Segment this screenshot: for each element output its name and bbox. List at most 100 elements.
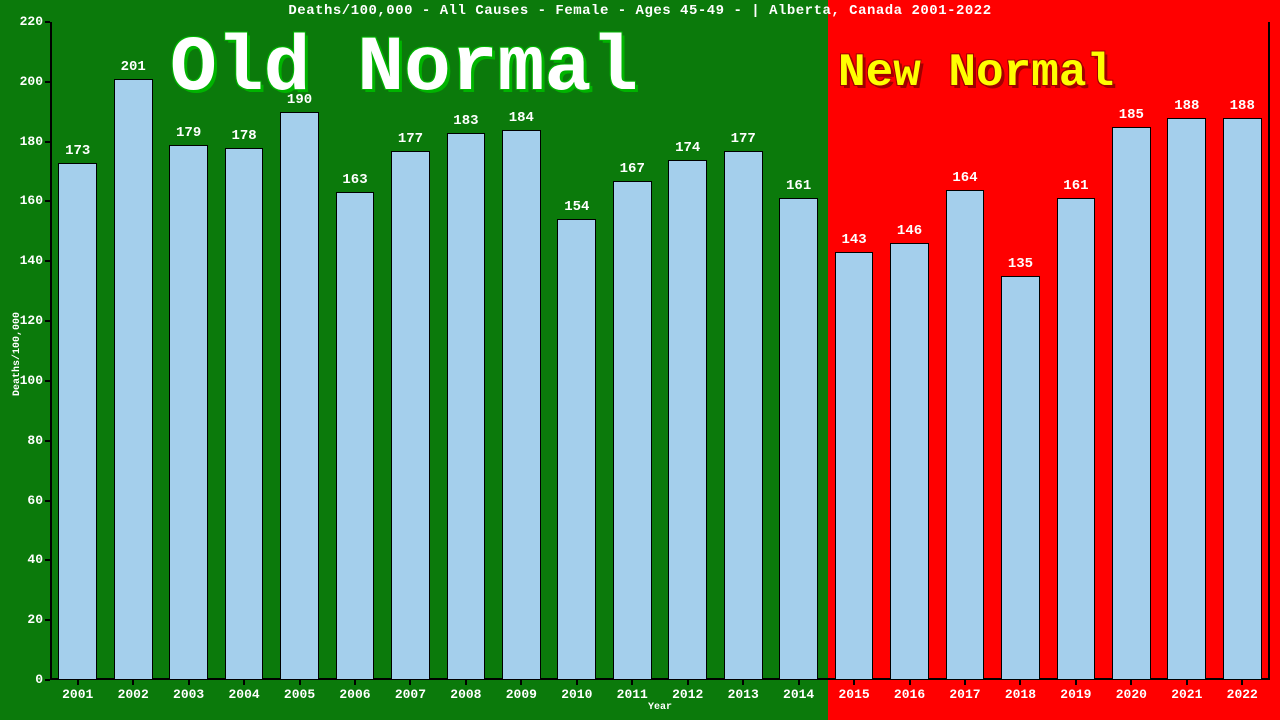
y-tick-mark <box>45 260 50 262</box>
x-tick-label: 2004 <box>216 687 271 702</box>
x-tick-mark <box>742 680 744 685</box>
bar <box>724 151 763 680</box>
x-tick-mark <box>909 680 911 685</box>
y-tick-label: 20 <box>11 612 43 627</box>
x-tick-label: 2019 <box>1048 687 1103 702</box>
x-tick-label: 2013 <box>715 687 770 702</box>
bar <box>1057 198 1096 680</box>
bar-value-label: 143 <box>829 232 879 248</box>
bar-value-label: 135 <box>995 256 1045 272</box>
y-tick-label: 0 <box>11 672 43 687</box>
x-tick-label: 2003 <box>161 687 216 702</box>
bar-value-label: 173 <box>53 143 103 159</box>
x-tick-label: 2020 <box>1104 687 1159 702</box>
y-tick-mark <box>45 81 50 83</box>
x-tick-mark <box>299 680 301 685</box>
bar <box>946 190 985 681</box>
x-tick-label: 2014 <box>771 687 826 702</box>
y-axis-label: Deaths/100,000 <box>12 312 23 396</box>
x-axis-label: Year <box>50 702 1270 713</box>
bar <box>391 151 430 680</box>
x-tick-label: 2009 <box>494 687 549 702</box>
y-tick-mark <box>45 619 50 621</box>
chart-title: Deaths/100,000 - All Causes - Female - A… <box>0 3 1280 19</box>
y-tick-label: 160 <box>11 193 43 208</box>
x-tick-mark <box>243 680 245 685</box>
x-tick-mark <box>1186 680 1188 685</box>
y-tick-label: 180 <box>11 134 43 149</box>
x-tick-label: 2006 <box>327 687 382 702</box>
bar-value-label: 185 <box>1106 107 1156 123</box>
x-tick-mark <box>132 680 134 685</box>
y-tick-label: 80 <box>11 433 43 448</box>
y-tick-label: 140 <box>11 253 43 268</box>
bar <box>336 192 375 680</box>
bar <box>613 181 652 680</box>
bar-value-label: 164 <box>940 170 990 186</box>
x-tick-label: 2007 <box>383 687 438 702</box>
bar <box>1223 118 1262 680</box>
bar-value-label: 161 <box>1051 178 1101 194</box>
bar-value-label: 146 <box>885 223 935 239</box>
bar <box>169 145 208 680</box>
x-tick-label: 2021 <box>1159 687 1214 702</box>
x-tick-mark <box>687 680 689 685</box>
bar <box>668 160 707 680</box>
bar-value-label: 188 <box>1162 98 1212 114</box>
x-tick-mark <box>465 680 467 685</box>
x-tick-label: 2015 <box>826 687 881 702</box>
x-tick-label: 2011 <box>605 687 660 702</box>
x-tick-label: 2005 <box>272 687 327 702</box>
x-tick-label: 2008 <box>438 687 493 702</box>
y-tick-label: 40 <box>11 552 43 567</box>
bar-value-label: 174 <box>663 140 713 156</box>
y-tick-label: 200 <box>11 74 43 89</box>
y-tick-mark <box>45 21 50 23</box>
x-tick-mark <box>1241 680 1243 685</box>
y-tick-mark <box>45 679 50 681</box>
bar <box>835 252 874 680</box>
x-tick-label: 2001 <box>50 687 105 702</box>
chart-stage: Deaths/100,000 - All Causes - Female - A… <box>0 0 1280 720</box>
bar-value-label: 183 <box>441 113 491 129</box>
x-tick-label: 2017 <box>937 687 992 702</box>
x-tick-mark <box>853 680 855 685</box>
bar <box>1001 276 1040 680</box>
plot-area: 020406080100120140160180200220 173201179… <box>50 22 1270 680</box>
x-tick-mark <box>77 680 79 685</box>
bar <box>225 148 264 680</box>
x-tick-mark <box>964 680 966 685</box>
x-tick-mark <box>409 680 411 685</box>
bar <box>502 130 541 680</box>
bar-value-label: 161 <box>774 178 824 194</box>
bar <box>557 219 596 680</box>
x-tick-label: 2018 <box>993 687 1048 702</box>
y-tick-mark <box>45 141 50 143</box>
y-tick-label: 60 <box>11 493 43 508</box>
bar-value-label: 154 <box>552 199 602 215</box>
x-tick-label: 2012 <box>660 687 715 702</box>
bar-value-label: 188 <box>1217 98 1267 114</box>
bar <box>779 198 818 680</box>
y-tick-mark <box>45 380 50 382</box>
x-tick-mark <box>631 680 633 685</box>
bar <box>114 79 153 680</box>
y-tick-mark <box>45 440 50 442</box>
bar <box>1167 118 1206 680</box>
bar-value-label: 178 <box>219 128 269 144</box>
x-tick-mark <box>1130 680 1132 685</box>
y-tick-mark <box>45 200 50 202</box>
y-tick-mark <box>45 559 50 561</box>
bar <box>1112 127 1151 680</box>
y-axis-line <box>50 22 52 680</box>
y-tick-mark <box>45 320 50 322</box>
bar-value-label: 179 <box>164 125 214 141</box>
bar-value-label: 167 <box>607 161 657 177</box>
bar <box>890 243 929 680</box>
bar-value-label: 177 <box>718 131 768 147</box>
bar <box>447 133 486 680</box>
x-tick-mark <box>354 680 356 685</box>
x-tick-mark <box>520 680 522 685</box>
bar-value-label: 184 <box>496 110 546 126</box>
bar-value-label: 201 <box>108 59 158 75</box>
